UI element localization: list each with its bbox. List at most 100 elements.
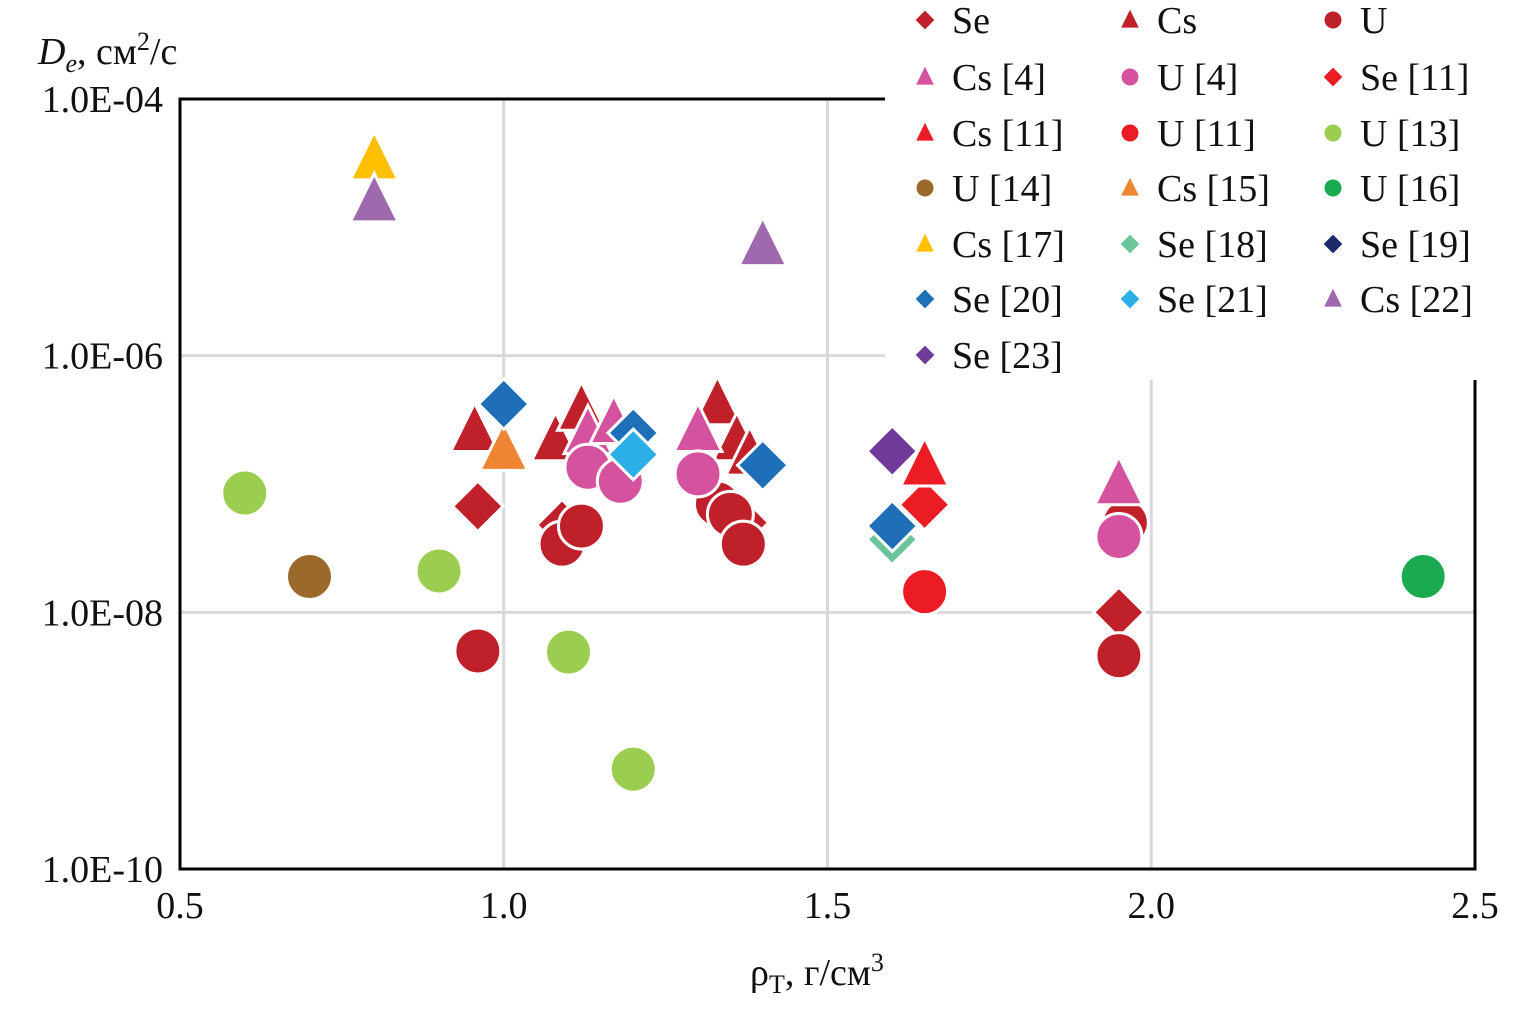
legend-label: Cs [4] <box>952 57 1046 99</box>
y-tick-label: 1.0E-08 <box>42 592 163 634</box>
legend-label: Cs [17] <box>952 224 1065 266</box>
data-point-se-21 <box>605 427 661 482</box>
legend-triangle-icon <box>1324 288 1342 307</box>
data-point-u <box>718 519 768 569</box>
data-point-se-23 <box>864 423 920 479</box>
legend-circle-icon <box>1324 179 1342 197</box>
legend-item: U [4] <box>1121 57 1238 99</box>
data-point-cs <box>448 399 501 453</box>
data-point-u-4 <box>673 449 723 499</box>
data-point-se-20 <box>735 437 791 493</box>
legend-item: Cs [22] <box>1324 279 1473 321</box>
data-point-se-20 <box>864 498 920 554</box>
legend-item: U [13] <box>1324 113 1460 155</box>
legend-label: U [13] <box>1360 113 1460 155</box>
legend-diamond-icon <box>1120 234 1140 254</box>
data-point-cs-11 <box>898 434 951 488</box>
legend-label: Se [19] <box>1360 224 1471 266</box>
data-point-se <box>450 478 506 534</box>
data-point-u-13 <box>608 744 658 794</box>
legend-label: U [14] <box>952 168 1052 210</box>
legend-diamond-icon <box>1323 234 1343 254</box>
legend-diamond-icon <box>1120 289 1140 309</box>
data-point-se <box>1091 584 1147 640</box>
legend-diamond-icon <box>1323 67 1343 87</box>
legend-circle-icon <box>1324 11 1342 29</box>
legend-item: Cs [11] <box>916 113 1064 155</box>
x-tick-label: 1.5 <box>804 885 852 927</box>
legend-triangle-icon <box>916 233 934 252</box>
legend-item: Cs [4] <box>916 57 1046 99</box>
x-tick-label: 1.0 <box>480 885 528 927</box>
legend-label: U [16] <box>1360 168 1460 210</box>
legend-item: Se [11] <box>1323 57 1469 99</box>
data-point-se-11 <box>897 477 953 533</box>
data-point-u-14 <box>285 552 334 602</box>
legend-background <box>885 0 1522 380</box>
data-point-u-11 <box>900 567 950 617</box>
legend-item: U [14] <box>916 168 1052 210</box>
x-tick-label: 2.5 <box>1451 885 1499 927</box>
y-tick-label: 1.0E-10 <box>42 849 163 891</box>
legend-item: Se [21] <box>1120 279 1268 321</box>
legend-circle-icon <box>1121 124 1139 142</box>
legend-label: Se [23] <box>952 335 1063 377</box>
data-point-u-4 <box>1094 511 1144 561</box>
legend-label: U <box>1360 0 1387 42</box>
legend-item: Cs [15] <box>1121 168 1270 210</box>
y-axis-label: De, см2/с <box>37 27 177 78</box>
legend-label: U [11] <box>1157 113 1256 155</box>
data-point-cs-22 <box>347 170 401 224</box>
legend-label: Se [11] <box>1360 57 1469 99</box>
plot-area-frame <box>178 97 1477 871</box>
data-point-cs-4 <box>1092 453 1146 507</box>
data-point-cs-22 <box>736 213 790 268</box>
legend-circle-icon <box>1121 68 1139 86</box>
data-point-u-16 <box>1398 552 1448 602</box>
data-point-cs <box>691 373 744 427</box>
legend-label: Se [21] <box>1157 279 1268 321</box>
legend-label: U [4] <box>1157 57 1238 99</box>
x-tick-label: 0.5 <box>156 885 204 927</box>
legend-label: Cs [22] <box>1360 279 1473 321</box>
tick-labels: 0.5 1.0 1.5 2.0 2.5 1.0E-04 1.0E-06 1.0E-08 1.0E… <box>42 79 1499 927</box>
y-tick-label: 1.0E-06 <box>42 336 163 378</box>
legend-diamond-icon <box>915 289 935 309</box>
data-point-u <box>453 626 503 676</box>
legend-item: U <box>1324 0 1387 42</box>
legend-label: Se <box>952 0 990 42</box>
legend-item: Se [20] <box>915 279 1063 321</box>
legend-label: Cs <box>1157 0 1197 42</box>
legend-label: Se [18] <box>1157 224 1268 266</box>
data-point-cs-15 <box>477 418 531 472</box>
legend-circle-icon <box>916 179 934 197</box>
legend-item: Se [23] <box>915 335 1063 377</box>
data-point-se-20 <box>476 376 532 432</box>
data-point-u-13 <box>544 627 593 677</box>
y-tick-label: 1.0E-04 <box>42 79 163 121</box>
legend-item: Se [18] <box>1120 224 1268 266</box>
legend-item: U [11] <box>1121 113 1256 155</box>
legend-item: Se [19] <box>1323 224 1471 266</box>
legend-label: Se [20] <box>952 279 1063 321</box>
legend-circle-icon <box>1324 124 1342 142</box>
data-point-u <box>556 501 606 551</box>
data-point-u-13 <box>414 546 464 596</box>
legend-triangle-icon <box>1121 9 1139 28</box>
legend-triangle-icon <box>916 66 934 85</box>
data-point-u-13 <box>220 468 270 518</box>
legend: Se Cs U Cs [4] U [4] Se [11] Cs [11] U [11] U [1… <box>885 0 1522 380</box>
legend-triangle-icon <box>916 122 934 141</box>
legend-item: Cs [17] <box>916 224 1065 266</box>
x-axis-label: ρT, г/см3 <box>750 948 884 999</box>
legend-item: Se <box>915 0 990 42</box>
legend-label: Cs [15] <box>1157 168 1270 210</box>
legend-item: Cs <box>1121 0 1197 42</box>
data-points <box>220 128 1448 794</box>
data-point-u <box>1094 631 1144 681</box>
legend-diamond-icon <box>915 345 935 365</box>
legend-diamond-icon <box>915 10 935 30</box>
legend-item: U [16] <box>1324 168 1460 210</box>
legend-triangle-icon <box>1121 177 1139 196</box>
